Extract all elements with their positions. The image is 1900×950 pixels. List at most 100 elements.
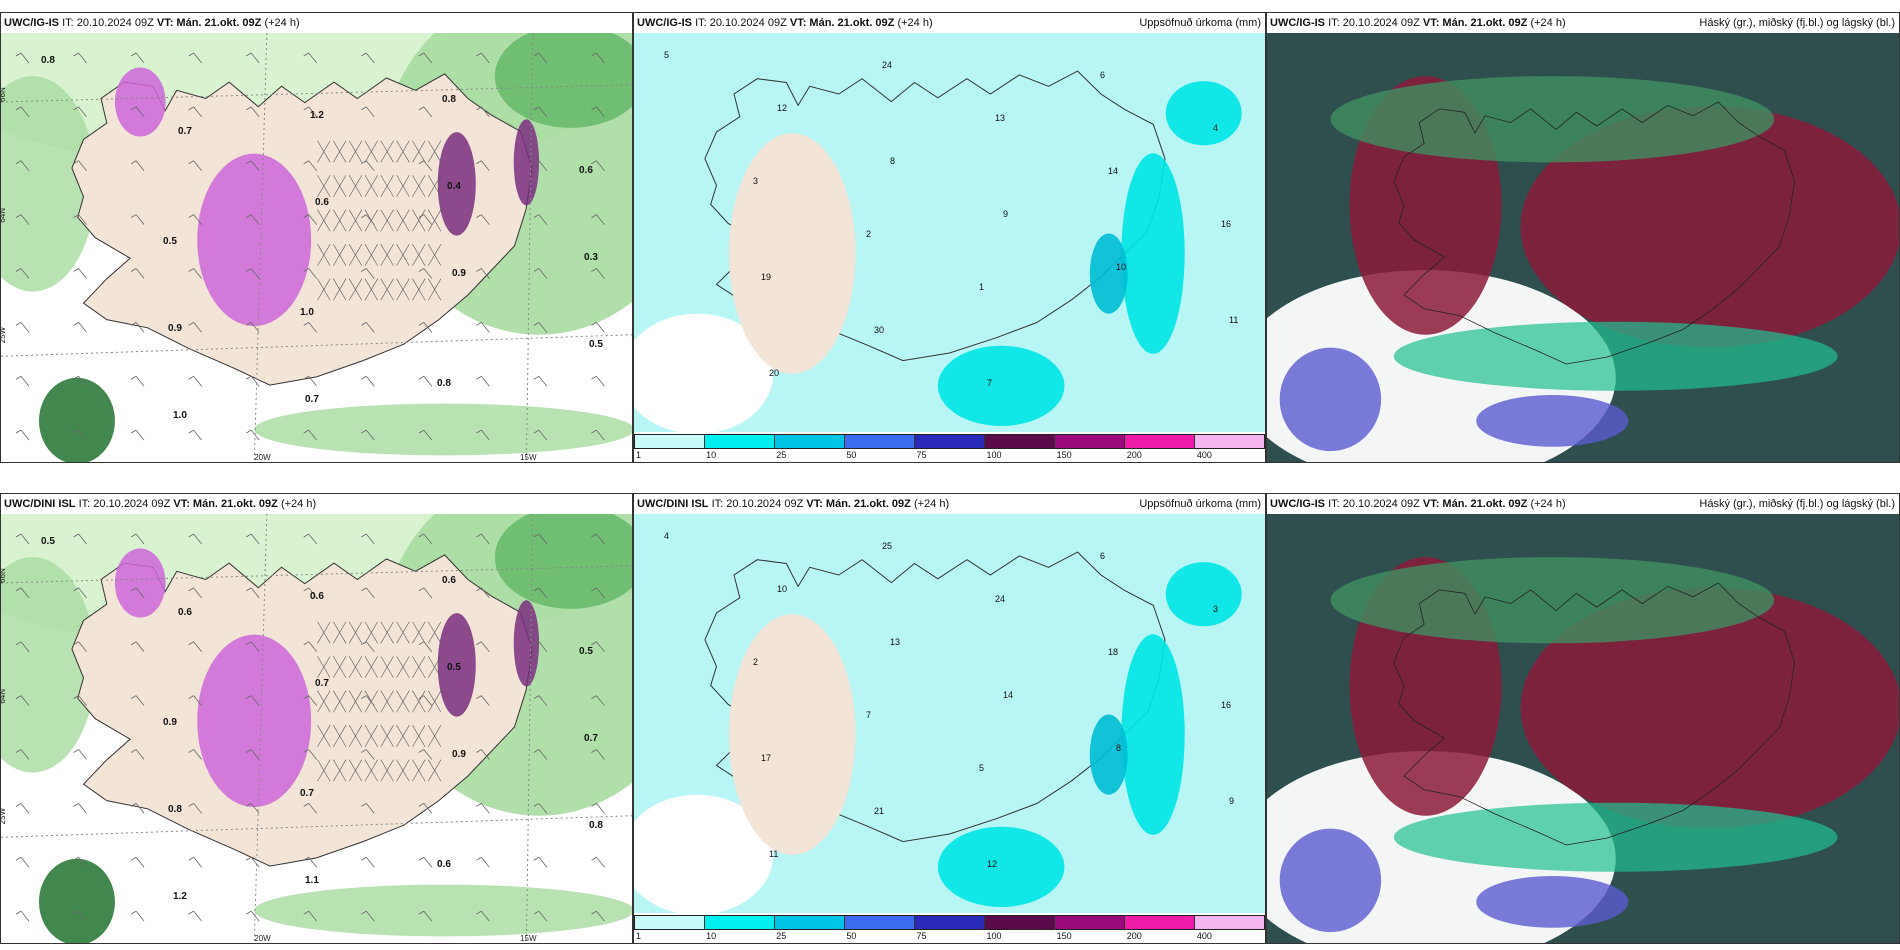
wind-barb	[188, 803, 202, 814]
wind-barb	[533, 106, 548, 118]
wind-barb	[591, 322, 605, 333]
wind-barb	[73, 803, 87, 814]
wind-barb	[15, 695, 30, 706]
wind-barb	[130, 375, 145, 387]
wind-barb	[188, 856, 202, 868]
wind-barb	[245, 160, 260, 171]
graticule	[1, 815, 632, 838]
wind-barb	[73, 375, 87, 387]
wind-barb	[303, 52, 318, 64]
value-label: 0.5	[589, 339, 603, 350]
wind-barb	[303, 322, 318, 333]
wind-barb	[188, 214, 202, 225]
wind-barb	[591, 160, 605, 171]
wind-barb	[533, 641, 548, 652]
hatch-mark	[317, 621, 331, 644]
wind-barb	[303, 695, 318, 706]
wind-barb	[591, 856, 605, 868]
hatch-mark	[348, 759, 363, 782]
wind-barb	[591, 106, 605, 118]
precip-field	[1165, 562, 1242, 627]
low-cloud	[1279, 828, 1382, 933]
precip-value: 4	[1213, 123, 1218, 133]
wind-barb	[591, 214, 605, 225]
wind-barb	[418, 856, 433, 868]
hatch-mark	[348, 621, 363, 644]
hatch-mark	[317, 278, 331, 301]
wind-barb	[591, 533, 605, 545]
wind-barb	[188, 106, 202, 118]
latitude-label: 64N	[1, 208, 7, 223]
value-label: 0.8	[168, 804, 182, 815]
precip-value: 21	[874, 806, 884, 816]
hatch-mark	[412, 175, 426, 197]
wind-barb	[188, 52, 202, 64]
wind-barb	[303, 749, 318, 760]
precip-colorbar: 1 10 25 50 75 100 150 200 400	[634, 913, 1265, 943]
wind-barb	[303, 214, 318, 225]
dry-land	[728, 133, 856, 374]
hatch-mark	[364, 244, 378, 266]
mid-cloud	[1393, 802, 1838, 872]
precip-value: 3	[1213, 604, 1218, 614]
precip-value: 30	[874, 325, 884, 335]
wind-barb	[418, 375, 433, 387]
colorbar-cell	[775, 435, 845, 448]
wind-barb	[476, 587, 490, 599]
value-label: 0.8	[437, 378, 451, 389]
wind-barb	[361, 803, 375, 814]
panel-header: UWC/IG-IS IT: 20.10.2024 09Z VT: Mán. 21…	[1267, 494, 1899, 514]
wind-barb	[533, 160, 548, 171]
value-label: 0.4	[447, 181, 461, 192]
wind-barb	[73, 160, 87, 171]
hatch-mark	[317, 656, 331, 678]
model-name: UWC/DINI ISL	[4, 498, 76, 510]
valid-time: VT: Mán. 21.okt. 09Z	[806, 498, 911, 510]
wind-barb	[361, 533, 375, 545]
precip-value: 7	[987, 378, 992, 388]
wind-barb	[15, 749, 30, 760]
hatch-mark	[396, 656, 410, 678]
precip-value: 25	[882, 541, 892, 551]
hatch-mark	[333, 140, 347, 163]
wind-barb	[15, 641, 30, 652]
precip-value: 11	[1229, 315, 1238, 325]
wind-barb	[130, 322, 145, 333]
hatch-mark	[396, 244, 410, 266]
precip-value: 2	[866, 229, 871, 239]
wind-barb	[361, 322, 375, 333]
latitude-label: 25W	[1, 807, 7, 824]
lead-time: (+24 h)	[280, 498, 317, 510]
lead-time: (+24 h)	[913, 498, 950, 510]
wind-barb	[245, 106, 260, 118]
init-time: IT: 20.10.2024 09Z	[1328, 17, 1420, 29]
value-label: 1.0	[173, 410, 187, 421]
wind-barb	[188, 587, 202, 599]
hatch-mark	[380, 244, 394, 266]
hatch-mark	[380, 725, 394, 747]
valid-time: VT: Mán. 21.okt. 09Z	[156, 17, 262, 29]
wind-barb	[73, 856, 87, 868]
valid-time: VT: Mán. 21.okt. 09Z	[1422, 498, 1528, 510]
wind-barb	[303, 641, 318, 652]
wind-barb	[130, 429, 145, 441]
mid-cloud	[1330, 76, 1775, 163]
value-label: 0.5	[447, 662, 461, 673]
wind-barb	[15, 52, 30, 64]
wind-barb	[476, 268, 490, 279]
value-label: 0.9	[163, 717, 177, 728]
precip-value: 16	[1221, 700, 1231, 710]
wind-barb	[15, 429, 30, 441]
precip-value: 3	[753, 176, 758, 186]
value-label: 1.2	[173, 891, 187, 902]
hatch-mark	[348, 175, 363, 197]
value-label: 0.9	[452, 268, 466, 279]
precip-value: 5	[979, 763, 984, 773]
wind-barb	[245, 803, 260, 814]
wind-barb	[418, 214, 433, 225]
model-name: UWC/DINI ISL	[637, 498, 709, 510]
wind-barb	[361, 429, 375, 441]
hatch-mark	[348, 725, 363, 747]
hatch-mark	[317, 140, 331, 163]
hatch-mark	[396, 690, 410, 713]
